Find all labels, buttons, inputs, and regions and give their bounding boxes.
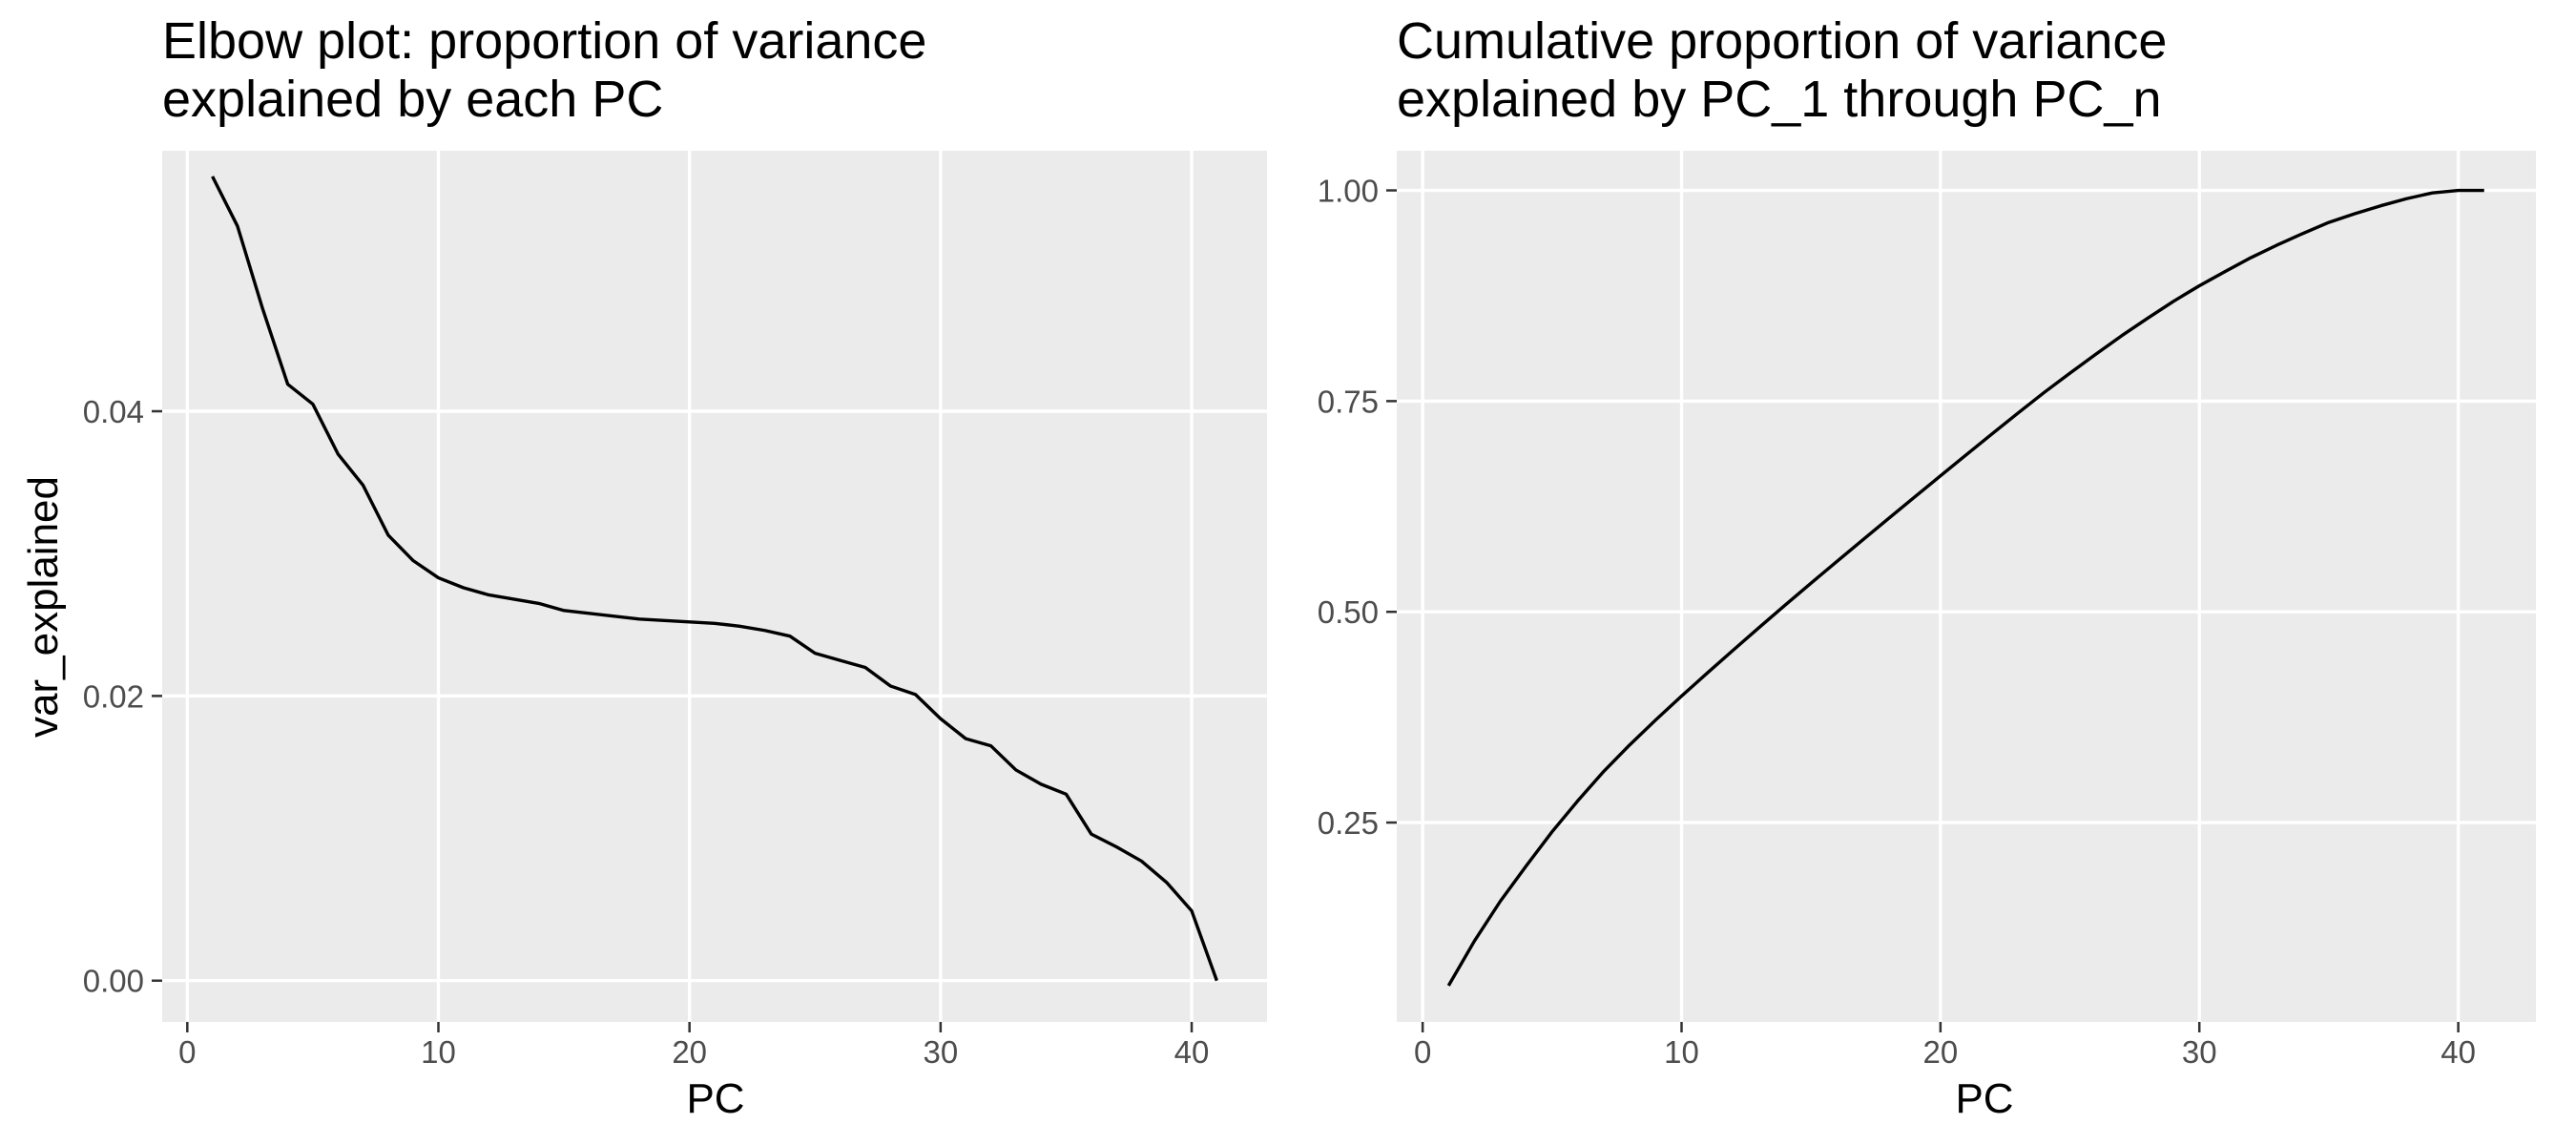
elbow-plot-series-line [211,176,1218,982]
elbow-plot-x-tick-label: 30 [924,1034,959,1070]
cumulative-variance-panel: 0.25 0.50 0.75 1.00 0 10 20 30 40 Cumulative pro… [1318,12,2536,1122]
elbow-plot-title-line-2: explained by each PC [162,71,663,128]
elbow-plot-x-tick-label: 0 [178,1034,196,1070]
elbow-plot-x-tick-label: 10 [421,1034,456,1070]
cumulative-plot-title-line-2: explained by PC_1 through PC_n [1397,71,2162,128]
cumulative-plot-y-tick-label: 0.50 [1318,594,1379,630]
elbow-plot-y-tick-label: 0.00 [83,964,144,999]
cumulative-plot-x-tick-label: 40 [2441,1034,2476,1070]
elbow-plot-y-tick-label: 0.02 [83,678,144,714]
elbow-plot-y-axis-title: var_explained [20,476,67,738]
elbow-plot-x-axis-title: PC [686,1075,744,1122]
elbow-plot-panel: 0.00 0.02 0.04 0 10 20 30 40 Elbow plot: propor… [20,12,1267,1122]
cumulative-plot-series-line [1446,188,2484,987]
elbow-plot-x-tick-label: 20 [672,1034,707,1070]
cumulative-plot-title-line-1: Cumulative proportion of variance [1397,12,2167,70]
elbow-plot-panel-background [162,151,1267,1022]
cumulative-plot-x-tick-label: 0 [1414,1034,1431,1070]
cumulative-plot-y-tick-label: 0.25 [1318,805,1379,841]
cumulative-plot-x-tick-label: 20 [1923,1034,1959,1070]
cumulative-plot-x-axis-title: PC [1955,1075,2013,1122]
cumulative-plot-y-tick-label: 0.75 [1318,384,1379,419]
cumulative-plot-x-tick-label: 30 [2182,1034,2217,1070]
elbow-plot-y-tick-label: 0.04 [83,394,144,429]
cumulative-plot-panel-background [1397,151,2536,1022]
cumulative-plot-x-tick-label: 10 [1664,1034,1699,1070]
elbow-plot-x-tick-label: 40 [1174,1034,1210,1070]
cumulative-plot-y-tick-label: 1.00 [1318,174,1379,209]
elbow-plot-title-line-1: Elbow plot: proportion of variance [162,12,926,70]
